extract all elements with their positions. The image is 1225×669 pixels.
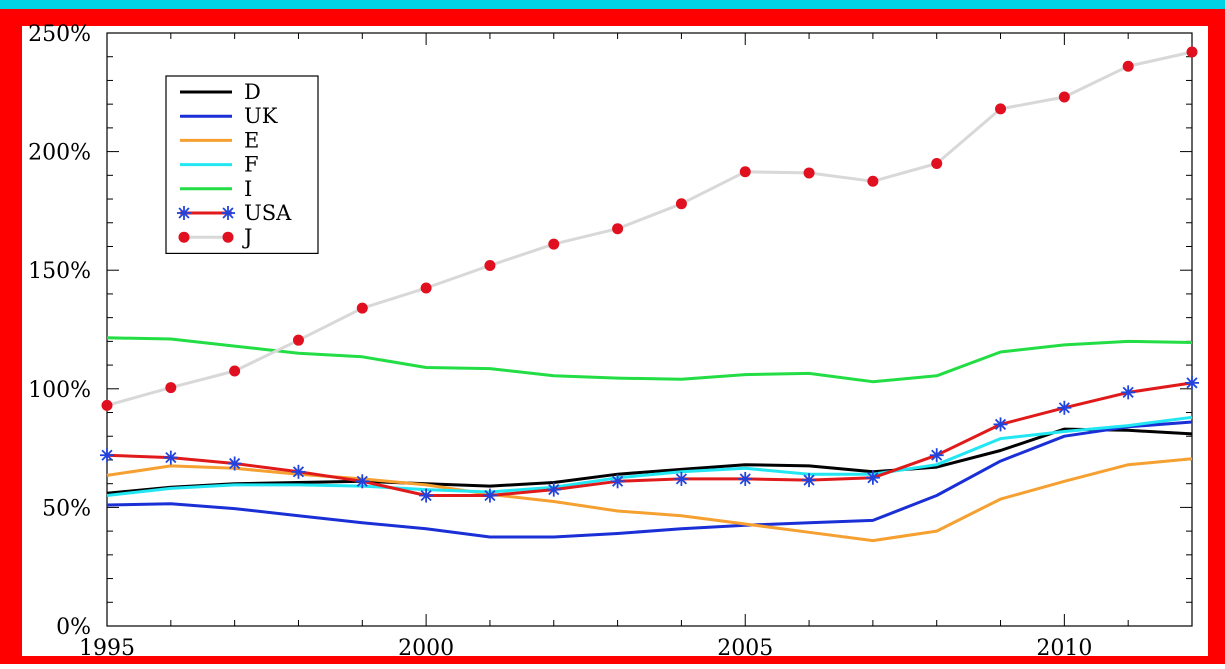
data-point-j: [548, 238, 560, 250]
legend-marker-j: [178, 231, 190, 243]
series-line-f: [106, 415, 1193, 497]
data-point-j: [675, 198, 687, 210]
data-point-usa: [674, 471, 689, 486]
data-point-usa: [482, 488, 497, 503]
legend-label-uk: UK: [244, 104, 278, 128]
data-point-j: [1058, 91, 1070, 103]
data-point-usa: [419, 488, 434, 503]
legend-marker-usa: [177, 206, 191, 220]
data-point-j: [420, 282, 432, 294]
series-line-e: [106, 457, 1193, 543]
data-point-j: [356, 302, 368, 314]
data-point-j: [101, 399, 113, 411]
tick-labels: 0% 50% 100% 150% 200% 250% 1995 2000 2005 2010: [28, 22, 1092, 661]
data-point-usa: [993, 417, 1008, 432]
data-point-usa: [227, 456, 242, 471]
y-tick-label: 150%: [28, 259, 91, 284]
data-point-usa: [355, 474, 370, 489]
legend-label-usa: USA: [244, 201, 292, 225]
series-layer: [100, 46, 1199, 543]
data-point-usa: [738, 471, 753, 486]
legend-label-f: F: [244, 153, 259, 177]
data-point-j: [931, 157, 943, 169]
data-point-usa: [1121, 385, 1136, 400]
x-tick-label: 2010: [1036, 636, 1092, 661]
data-point-j: [803, 167, 815, 179]
data-point-j: [1122, 60, 1134, 72]
x-tick-label: 2000: [398, 636, 454, 661]
legend-label-d: D: [244, 80, 261, 104]
legend-label-j: J: [242, 225, 252, 249]
data-point-j: [165, 382, 177, 394]
legend-label-e: E: [244, 128, 259, 152]
data-point-usa: [1057, 400, 1072, 415]
data-point-usa: [865, 470, 880, 485]
series-line-uk: [106, 420, 1193, 539]
y-tick-label: 250%: [28, 22, 91, 47]
y-tick-label: 50%: [42, 496, 91, 521]
data-point-usa: [163, 450, 178, 465]
plot-border: [106, 32, 1193, 627]
data-point-j: [229, 365, 241, 377]
data-point-j: [739, 166, 751, 178]
y-tick-label: 100%: [28, 378, 91, 403]
legend-label-i: I: [244, 177, 252, 201]
y-tick-label: 200%: [28, 141, 91, 166]
data-point-usa: [610, 474, 625, 489]
data-point-usa: [546, 482, 561, 497]
series-line-i: [106, 336, 1193, 384]
data-point-usa: [802, 473, 817, 488]
legend-marker-j: [222, 231, 234, 243]
data-point-usa: [291, 464, 306, 479]
x-tick-label: 1995: [79, 636, 135, 661]
series-line-j: [106, 50, 1193, 407]
data-point-usa: [1185, 375, 1199, 390]
data-point-usa: [929, 448, 944, 463]
data-point-j: [995, 103, 1007, 115]
y-tick-label: 0%: [56, 615, 91, 640]
data-point-j: [484, 259, 496, 271]
data-point-j: [292, 334, 304, 346]
series-line-d: [106, 427, 1193, 495]
legend-marker-usa: [221, 206, 235, 220]
series-line-usa: [106, 381, 1193, 497]
top-band: [0, 0, 1225, 9]
data-point-j: [612, 223, 624, 235]
data-point-j: [1186, 46, 1198, 58]
data-point-j: [867, 175, 879, 187]
data-point-usa: [100, 448, 114, 463]
x-tick-label: 2005: [717, 636, 773, 661]
